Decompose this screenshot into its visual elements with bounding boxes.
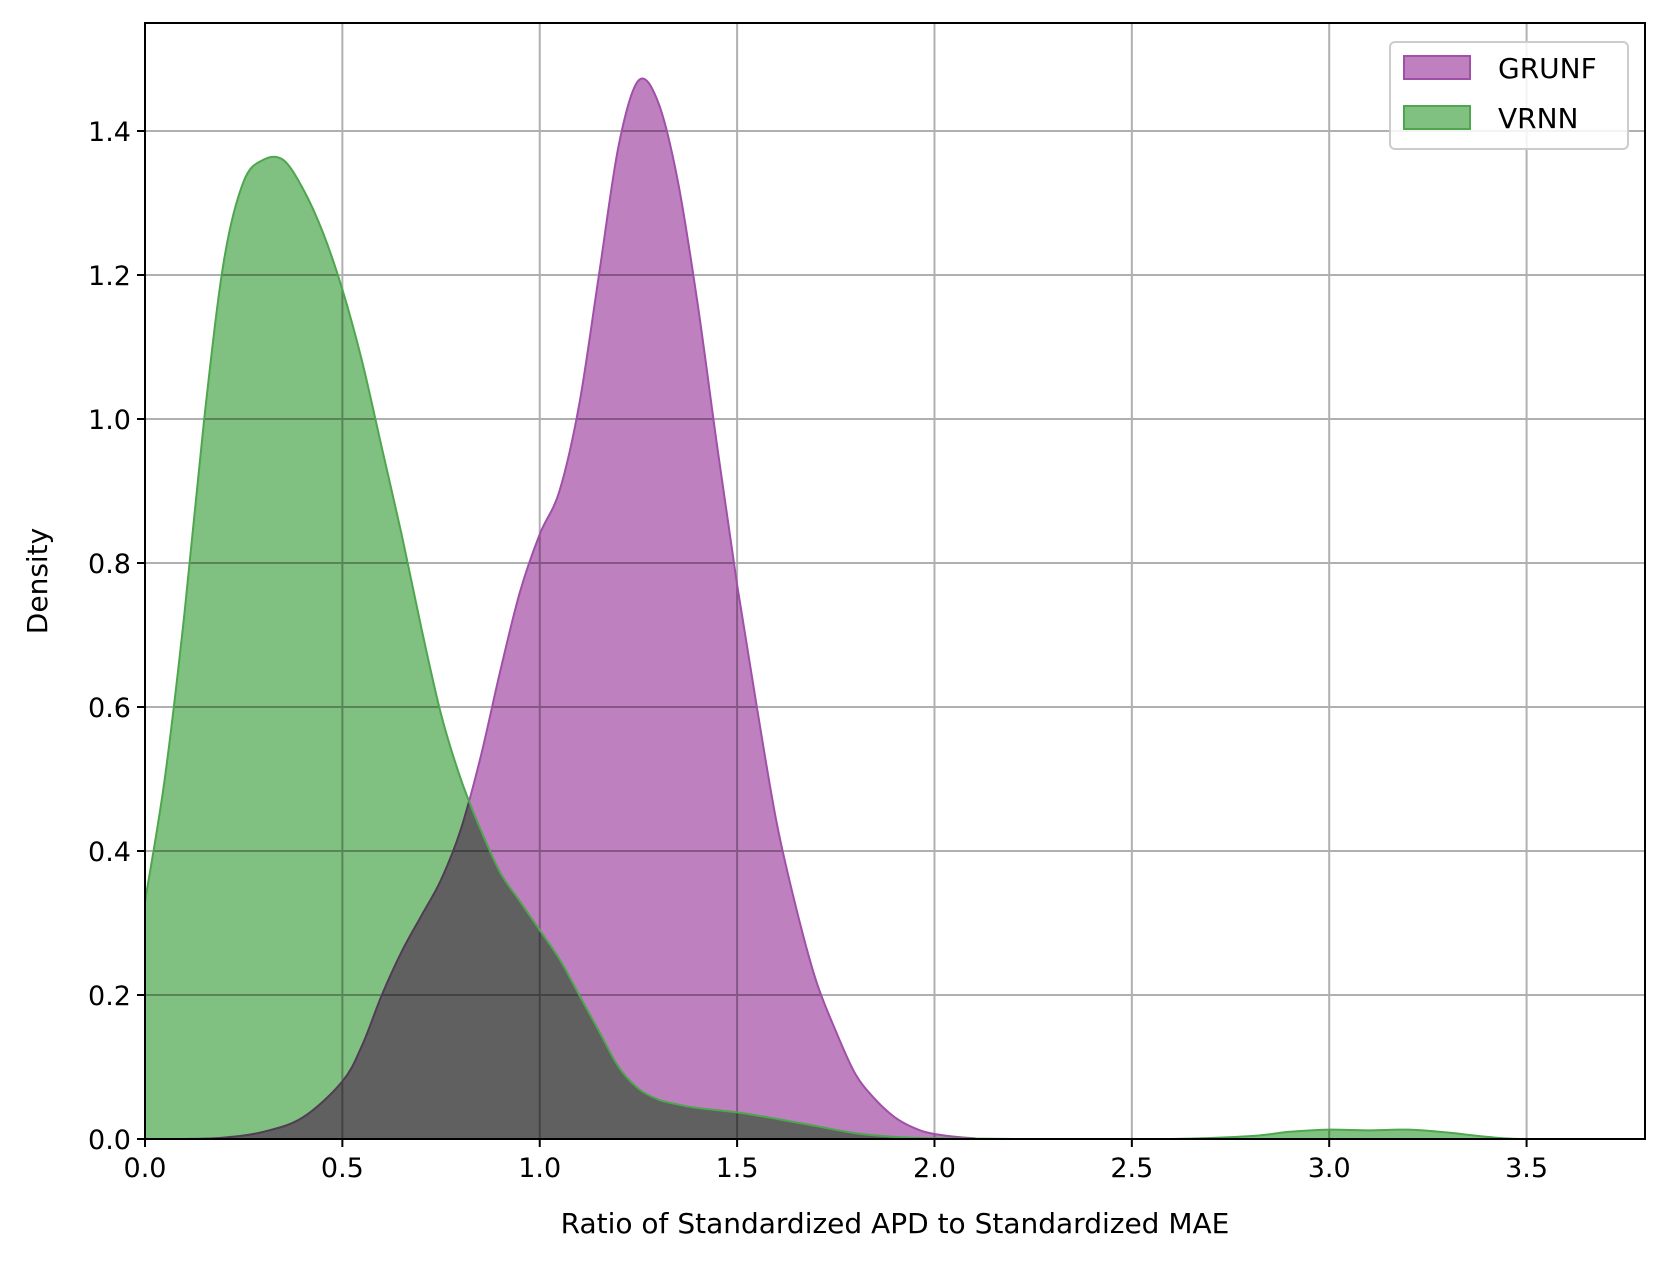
y-axis-title: Density: [21, 528, 54, 634]
x-axis-title: Ratio of Standardized APD to Standardize…: [561, 1207, 1230, 1240]
series-areas: [144, 77, 1645, 1141]
x-tick-label: 3.5: [1505, 1153, 1548, 1184]
y-tick-label: 1.4: [88, 117, 131, 148]
legend-label-grunf: GRUNF: [1498, 52, 1597, 85]
x-axis-ticks: 0.0 0.5 1.0 1.5 2.0 2.5 3.0 3.5: [124, 1139, 1548, 1184]
x-tick-label: 1.5: [716, 1153, 759, 1184]
x-tick-label: 3.0: [1308, 1153, 1351, 1184]
x-tick-label: 1.0: [518, 1153, 561, 1184]
y-tick-label: 0.8: [88, 549, 131, 580]
legend-swatch-grunf: [1403, 55, 1471, 80]
x-tick-label: 2.0: [913, 1153, 956, 1184]
x-tick-label: 0.5: [321, 1153, 364, 1184]
legend-label-vrnn: VRNN: [1498, 102, 1579, 135]
line-vrnn: [144, 155, 1645, 1141]
area-vrnn: [145, 156, 1645, 1139]
legend: GRUNF VRNN: [1389, 41, 1629, 150]
y-tick-label: 0.4: [88, 837, 131, 868]
y-tick-label: 1.2: [88, 261, 131, 292]
y-tick-label: 0.0: [88, 1125, 131, 1156]
y-tick-label: 0.2: [88, 981, 131, 1012]
plot-frame: [144, 22, 1646, 1140]
x-tick-label: 2.5: [1110, 1153, 1153, 1184]
y-tick-label: 0.6: [88, 693, 131, 724]
y-axis-ticks: 0.0 0.2 0.4 0.6 0.8 1.0 1.2 1.4: [88, 117, 145, 1156]
y-tick-label: 1.0: [88, 405, 131, 436]
area-grunf: [145, 78, 1645, 1139]
x-tick-label: 0.0: [124, 1153, 167, 1184]
legend-swatch-vrnn: [1403, 105, 1471, 130]
